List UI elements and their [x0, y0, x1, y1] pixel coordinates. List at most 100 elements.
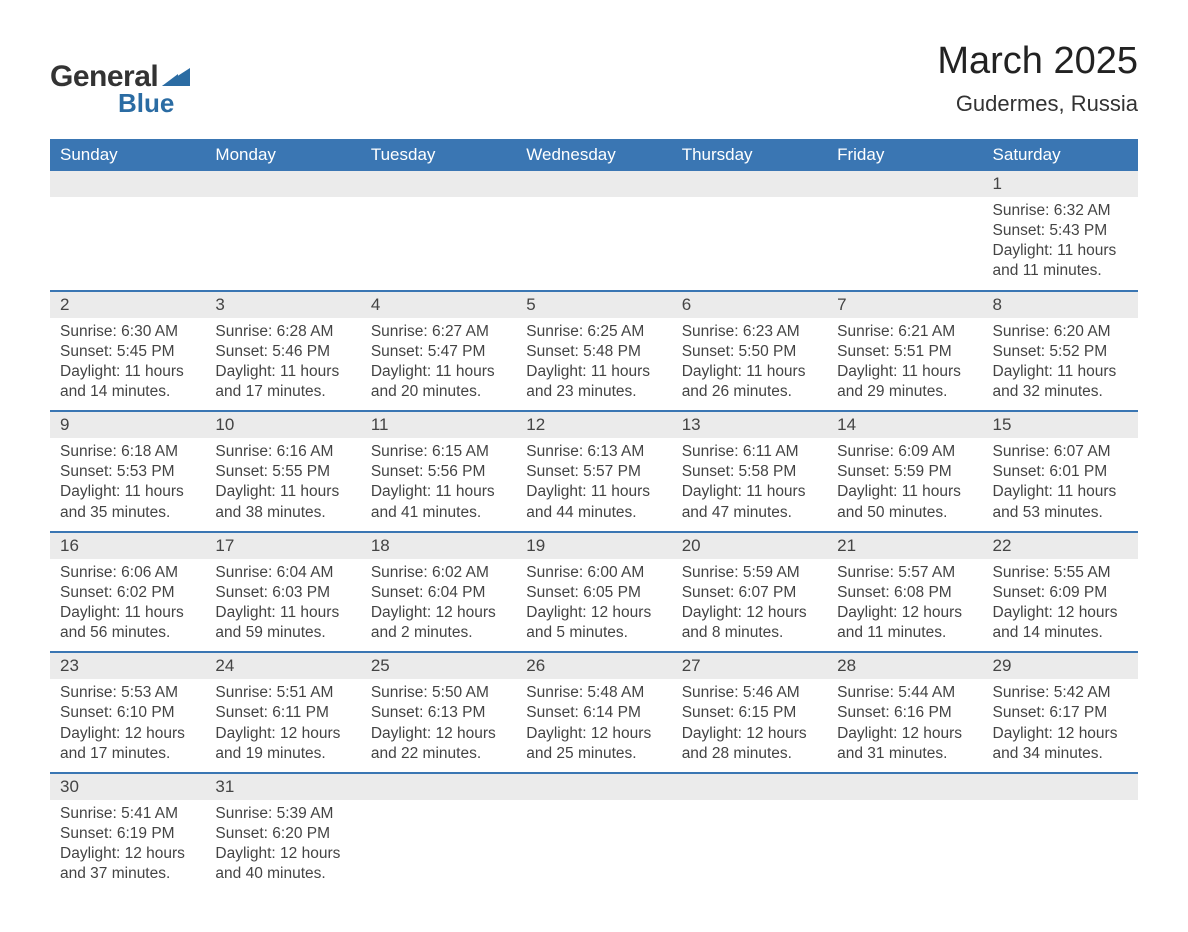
day-data-cell	[983, 800, 1138, 893]
day-number-cell: 12	[516, 411, 671, 438]
day-number-cell: 5	[516, 291, 671, 318]
day-data-cell	[827, 800, 982, 893]
day-info-line: Daylight: 12 hours	[371, 724, 506, 744]
day-number-cell: 17	[205, 532, 360, 559]
day-info-line: Sunrise: 5:51 AM	[215, 683, 350, 703]
day-info-line: Sunrise: 5:48 AM	[526, 683, 661, 703]
day-info-line: Sunrise: 6:02 AM	[371, 563, 506, 583]
day-info-line: and 53 minutes.	[993, 503, 1128, 523]
day-info-line: and 8 minutes.	[682, 623, 817, 643]
day-info-line: and 56 minutes.	[60, 623, 195, 643]
day-info-line: Daylight: 12 hours	[993, 603, 1128, 623]
day-number-cell: 22	[983, 532, 1138, 559]
day-info-line: Sunset: 6:19 PM	[60, 824, 195, 844]
day-data-cell: Sunrise: 6:23 AMSunset: 5:50 PMDaylight:…	[672, 318, 827, 412]
day-info-line: and 59 minutes.	[215, 623, 350, 643]
day-number-cell: 3	[205, 291, 360, 318]
day-info-line: Sunset: 6:04 PM	[371, 583, 506, 603]
title-block: March 2025 Gudermes, Russia	[937, 40, 1138, 117]
day-data-cell: Sunrise: 5:55 AMSunset: 6:09 PMDaylight:…	[983, 559, 1138, 653]
day-number-cell	[50, 171, 205, 197]
day-info-line: Sunset: 5:48 PM	[526, 342, 661, 362]
day-info-line: Daylight: 11 hours	[215, 482, 350, 502]
day-info-line: Sunset: 5:45 PM	[60, 342, 195, 362]
day-number-cell: 1	[983, 171, 1138, 197]
day-number-cell	[827, 171, 982, 197]
day-info-line: and 38 minutes.	[215, 503, 350, 523]
header: General Blue March 2025 Gudermes, Russia	[50, 40, 1138, 119]
day-data-cell: Sunrise: 6:32 AMSunset: 5:43 PMDaylight:…	[983, 197, 1138, 291]
day-info-line: and 34 minutes.	[993, 744, 1128, 764]
day-info-line: Daylight: 11 hours	[682, 362, 817, 382]
day-info-line: Sunset: 6:10 PM	[60, 703, 195, 723]
day-info-line: Sunrise: 6:30 AM	[60, 322, 195, 342]
day-info-line: Sunrise: 6:28 AM	[215, 322, 350, 342]
day-data-cell: Sunrise: 6:11 AMSunset: 5:58 PMDaylight:…	[672, 438, 827, 532]
day-number-cell: 23	[50, 652, 205, 679]
day-number-cell: 21	[827, 532, 982, 559]
day-info-line: Daylight: 11 hours	[993, 241, 1128, 261]
day-info-line: and 37 minutes.	[60, 864, 195, 884]
day-info-line: and 26 minutes.	[682, 382, 817, 402]
day-number-row: 1	[50, 171, 1138, 197]
day-number-cell	[516, 171, 671, 197]
day-info-line: and 28 minutes.	[682, 744, 817, 764]
weekday-header: Saturday	[983, 139, 1138, 171]
day-number-cell	[983, 773, 1138, 800]
day-info-line: and 32 minutes.	[993, 382, 1128, 402]
day-info-line: Daylight: 12 hours	[215, 724, 350, 744]
day-info-line: and 41 minutes.	[371, 503, 506, 523]
day-number-cell: 6	[672, 291, 827, 318]
day-info-line: and 5 minutes.	[526, 623, 661, 643]
day-number-row: 16171819202122	[50, 532, 1138, 559]
day-info-line: Sunrise: 5:57 AM	[837, 563, 972, 583]
day-number-cell: 14	[827, 411, 982, 438]
day-data-row: Sunrise: 5:41 AMSunset: 6:19 PM Daylight:…	[50, 800, 1138, 893]
day-info-line: Daylight: 11 hours	[526, 362, 661, 382]
day-info-line: Sunrise: 5:39 AM	[215, 804, 350, 824]
day-number-cell	[361, 171, 516, 197]
month-title: March 2025	[937, 40, 1138, 83]
day-info-line: Sunrise: 6:27 AM	[371, 322, 506, 342]
day-info-line: Sunrise: 6:00 AM	[526, 563, 661, 583]
day-data-cell: Sunrise: 5:51 AMSunset: 6:11 PMDaylight:…	[205, 679, 360, 773]
day-info-line: Sunset: 6:08 PM	[837, 583, 972, 603]
weekday-header: Tuesday	[361, 139, 516, 171]
weekday-header: Monday	[205, 139, 360, 171]
day-data-cell: Sunrise: 6:28 AMSunset: 5:46 PMDaylight:…	[205, 318, 360, 412]
day-number-cell: 7	[827, 291, 982, 318]
day-number-cell: 19	[516, 532, 671, 559]
day-info-line: Sunrise: 5:44 AM	[837, 683, 972, 703]
day-number-cell	[205, 171, 360, 197]
day-info-line: Sunrise: 6:09 AM	[837, 442, 972, 462]
day-number-cell: 4	[361, 291, 516, 318]
day-number-cell: 28	[827, 652, 982, 679]
day-info-line: Sunset: 5:46 PM	[215, 342, 350, 362]
day-data-cell	[361, 800, 516, 893]
day-data-cell: Sunrise: 6:27 AMSunset: 5:47 PMDaylight:…	[361, 318, 516, 412]
day-info-line: Sunrise: 5:55 AM	[993, 563, 1128, 583]
day-info-line: Daylight: 12 hours	[682, 603, 817, 623]
day-number-cell: 9	[50, 411, 205, 438]
day-info-line: Sunset: 6:13 PM	[371, 703, 506, 723]
day-info-line: Daylight: 11 hours	[526, 482, 661, 502]
day-info-line: and 40 minutes.	[215, 864, 350, 884]
day-number-cell: 25	[361, 652, 516, 679]
day-data-cell: Sunrise: 6:06 AMSunset: 6:02 PMDaylight:…	[50, 559, 205, 653]
day-info-line: and 14 minutes.	[993, 623, 1128, 643]
day-info-line: Daylight: 11 hours	[60, 603, 195, 623]
day-info-line: and 29 minutes.	[837, 382, 972, 402]
day-info-line: and 25 minutes.	[526, 744, 661, 764]
day-data-cell: Sunrise: 5:42 AMSunset: 6:17 PMDaylight:…	[983, 679, 1138, 773]
day-info-line: Daylight: 12 hours	[215, 844, 350, 864]
day-info-line: Sunrise: 5:42 AM	[993, 683, 1128, 703]
day-info-line: Sunrise: 6:16 AM	[215, 442, 350, 462]
day-info-line: Sunrise: 5:41 AM	[60, 804, 195, 824]
day-number-cell	[672, 773, 827, 800]
day-info-line: Sunset: 5:55 PM	[215, 462, 350, 482]
day-info-line: Sunset: 5:53 PM	[60, 462, 195, 482]
day-info-line: and 11 minutes.	[837, 623, 972, 643]
logo: General Blue	[50, 60, 190, 119]
day-data-cell: Sunrise: 6:16 AMSunset: 5:55 PMDaylight:…	[205, 438, 360, 532]
day-number-cell: 24	[205, 652, 360, 679]
